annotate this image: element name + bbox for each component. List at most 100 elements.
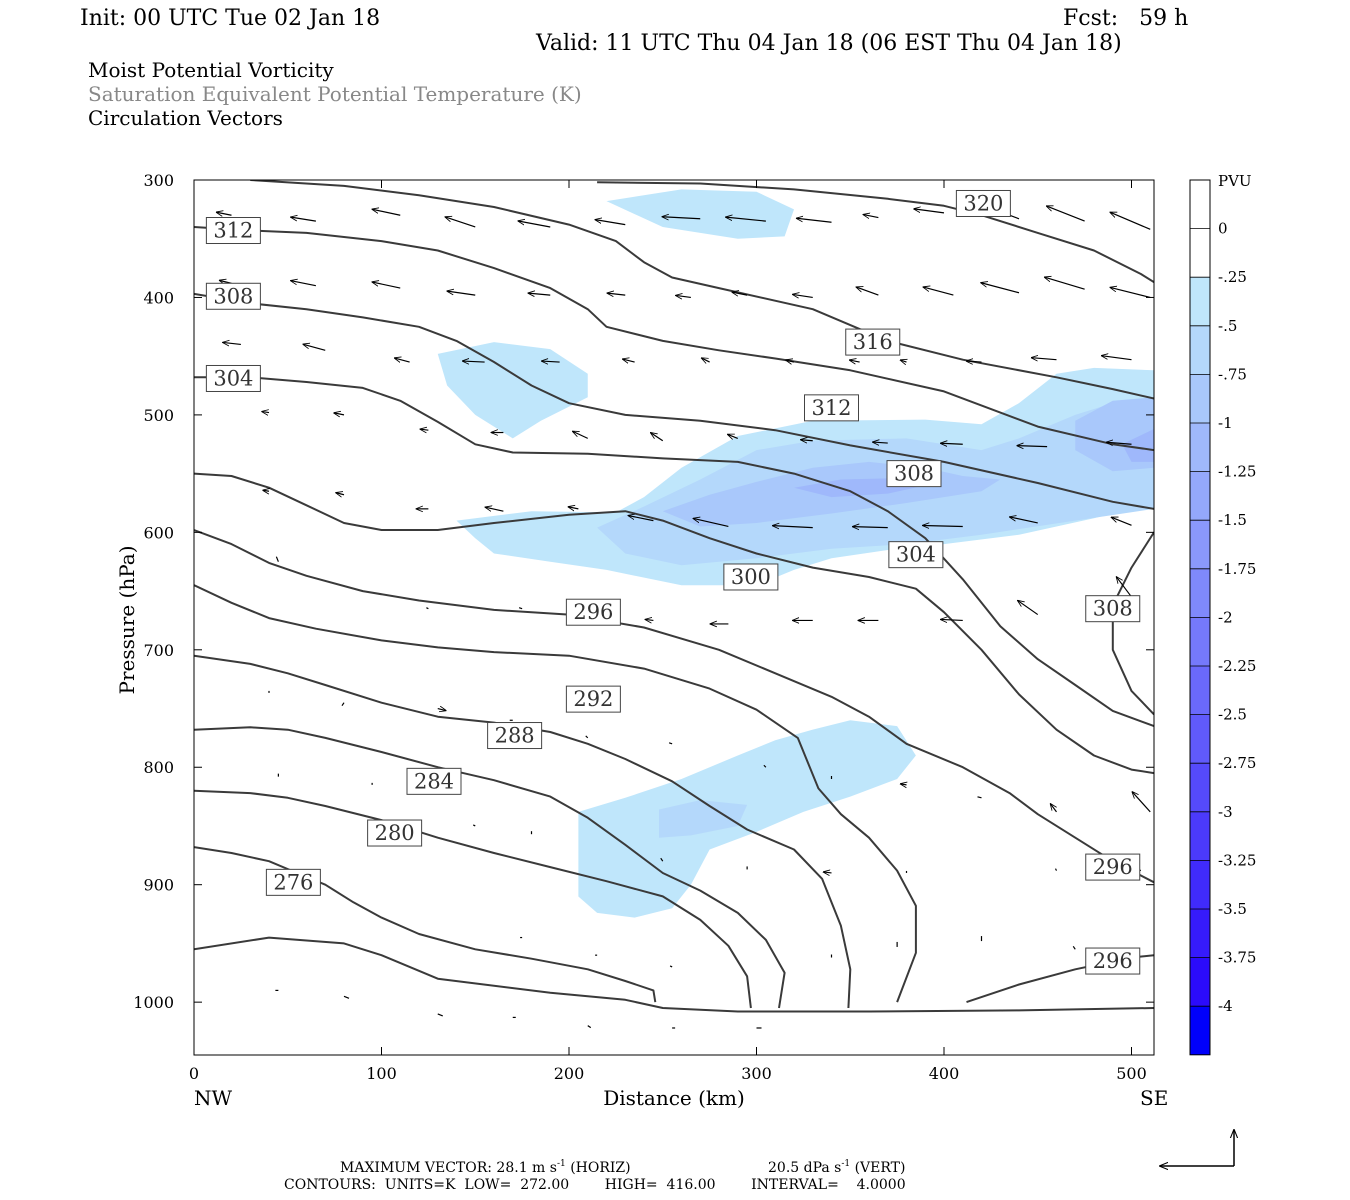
- circulation-vector: [343, 995, 350, 999]
- max-vector-vert-readout: 20.5 dPa s-1 (VERT): [768, 1159, 905, 1176]
- colorbar-swatch: [1190, 811, 1210, 861]
- circulation-vector: [914, 209, 945, 214]
- y-tick-label: 1000: [133, 993, 174, 1012]
- contour-label-box: [1085, 853, 1141, 881]
- contour-label: 300: [731, 565, 771, 589]
- circulation-vector: [873, 442, 888, 443]
- x-tick-label: 100: [366, 1064, 397, 1083]
- colorbar-swatch: [1190, 180, 1210, 229]
- y-tick-label: 700: [143, 641, 174, 660]
- colorbar-swatch: [1190, 325, 1210, 375]
- colorbar-label: -2.5: [1218, 706, 1247, 724]
- max-vector-vert: 20.5 dPa s: [768, 1160, 841, 1176]
- theta-contour: [194, 654, 852, 1009]
- contour-labels: 312 308 304 316 320 312 308 304 300 296 292 288 284 2…: [205, 189, 1141, 975]
- x-tick-label: 300: [741, 1064, 772, 1083]
- contour-label: 308: [894, 462, 934, 486]
- circulation-vector: [1045, 277, 1085, 290]
- colorbar-swatch: [1190, 957, 1210, 1007]
- circulation-vector: [850, 360, 860, 362]
- theta-contour: [194, 936, 1154, 1013]
- theta-contour: [250, 180, 1154, 400]
- contour-label-box: [205, 364, 261, 392]
- theta-contour: [1111, 531, 1154, 716]
- colorbar-swatch: [1190, 520, 1210, 569]
- contour-label: 312: [811, 396, 851, 420]
- circulation-vector: [518, 221, 551, 228]
- y-axis-label: Pressure (hPa): [115, 546, 139, 695]
- circulation-vector: [981, 283, 1020, 294]
- circulation-vector: [275, 556, 279, 562]
- circulation-vector: [645, 619, 654, 620]
- colorbar-swatch: [1190, 374, 1210, 423]
- colorbar-swatch: [1190, 666, 1210, 715]
- contour-label-box: [804, 394, 859, 422]
- colorbar-label: -.5: [1218, 317, 1237, 335]
- contour-label-box: [723, 563, 779, 591]
- max-vector-horiz: MAXIMUM VECTOR: 28.1 m s: [340, 1160, 557, 1176]
- colorbar-label: -1.25: [1218, 463, 1256, 481]
- circulation-vector: [542, 361, 560, 362]
- contour-label-box: [406, 767, 462, 795]
- circulation-vector: [1112, 517, 1132, 526]
- colorbar-label: -1.75: [1218, 560, 1256, 578]
- contour-label-box: [1085, 947, 1141, 975]
- circulation-vector: [923, 525, 963, 526]
- circulation-vector: [1117, 577, 1132, 598]
- contour-label-box: [955, 189, 1011, 217]
- x-right-end-label: SE: [1140, 1086, 1168, 1110]
- x-tick-label: 0: [189, 1064, 199, 1083]
- vert-exponent: -1: [841, 1159, 850, 1169]
- colorbar-swatch: [1190, 228, 1210, 278]
- circulation-vector: [395, 358, 410, 362]
- colorbar-swatch: [1190, 909, 1210, 958]
- colorbar-swatch: [1190, 763, 1210, 812]
- circulation-vector: [445, 217, 476, 228]
- circulation-vector: [437, 1013, 443, 1017]
- circulation-vector: [941, 443, 963, 444]
- theta-contour: [194, 292, 1154, 510]
- circulation-vector: [702, 358, 710, 362]
- circulation-vector: [1047, 206, 1085, 222]
- circulation-vector: [291, 217, 316, 222]
- pv-region: [578, 720, 916, 918]
- vert-suffix: (VERT): [850, 1160, 905, 1176]
- circulation-vector: [1110, 287, 1151, 299]
- theta-es-contours: [194, 180, 1154, 1013]
- circulation-vector: [856, 287, 879, 296]
- circulation-vector: [437, 709, 446, 711]
- circulation-vector: [1110, 212, 1151, 230]
- colorbar-swatch: [1190, 860, 1210, 909]
- contour-label: 304: [896, 543, 936, 567]
- circulation-vector: [585, 735, 589, 739]
- y-tick-label: 600: [143, 523, 174, 542]
- x-left-end-label: NW: [194, 1086, 233, 1110]
- colorbar-label: -.75: [1218, 365, 1247, 383]
- circulation-vector: [341, 702, 345, 706]
- circulation-vector: [763, 764, 767, 768]
- circulation-vector: [573, 431, 589, 439]
- circulation-vector: [1018, 601, 1039, 616]
- circulation-vector: [923, 287, 954, 296]
- colorbar-label: -2.25: [1218, 657, 1256, 675]
- circulation-vector: [1051, 804, 1057, 813]
- max-vector-readout: MAXIMUM VECTOR: 28.1 m s-1 (HORIZ): [340, 1159, 631, 1176]
- colorbar-swatch: [1190, 471, 1210, 521]
- x-tick-label: 200: [554, 1064, 585, 1083]
- y-tick-label: 300: [143, 171, 174, 190]
- colorbar-label: 0: [1218, 220, 1228, 238]
- circulation-vector: [262, 412, 270, 413]
- circulation-vector: [824, 872, 832, 873]
- circulation-vector: [669, 965, 673, 968]
- colorbar-swatch: [1190, 617, 1210, 666]
- circulation-vector: [1054, 868, 1058, 871]
- circulation-vector: [1132, 792, 1151, 813]
- circulation-vector: [660, 857, 664, 862]
- contour-label: 292: [573, 687, 613, 711]
- y-tick-label: 900: [143, 876, 174, 895]
- valid-time: Valid: 11 UTC Thu 04 Jan 18 (06 EST Thu …: [536, 31, 1122, 56]
- init-time: Init: 00 UTC Tue 02 Jan 18: [80, 6, 381, 31]
- colorbar-label: -3.75: [1218, 949, 1256, 967]
- colorbar: 0 -.25 -.5 -.75 -1 -1.25 -1.5 -1.75 -2 -2.25 -2.5 -…: [1189, 179, 1256, 1056]
- circulation-vector: [1010, 517, 1038, 524]
